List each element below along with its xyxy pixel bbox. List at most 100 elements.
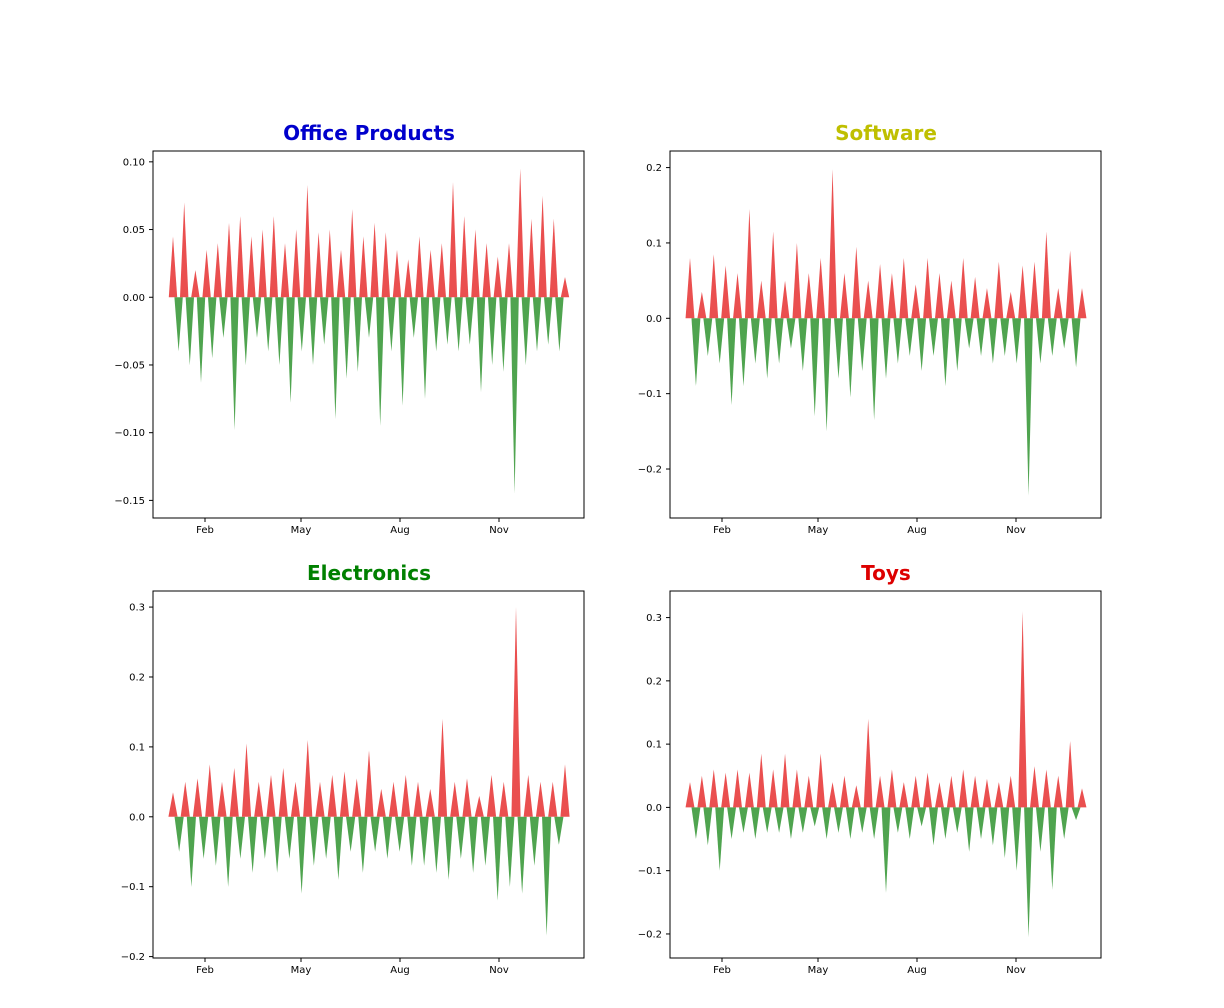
positive-area-spike xyxy=(425,788,435,817)
negative-area-spike xyxy=(542,816,552,936)
negative-area-spike xyxy=(845,807,855,840)
positive-area-spike xyxy=(1065,740,1075,808)
positive-area-spike xyxy=(875,264,885,319)
positive-area-spike xyxy=(292,229,301,298)
negative-area-spike xyxy=(199,816,209,859)
negative-area-spike xyxy=(798,318,808,372)
negative-area-spike xyxy=(407,816,417,866)
y-tick-label: −0.10 xyxy=(114,428,145,439)
negative-area-spike xyxy=(431,816,441,873)
positive-area-spike xyxy=(241,743,252,817)
x-axis: Feb May Aug Nov xyxy=(713,958,1026,976)
positive-area-spike xyxy=(828,169,837,319)
negative-area-spike xyxy=(1024,807,1033,938)
positive-area-spike xyxy=(180,202,189,298)
positive-area-spike xyxy=(280,243,290,298)
y-tick-label: 0.00 xyxy=(123,293,145,304)
positive-area-spike xyxy=(254,781,264,817)
positive-area-spike xyxy=(516,168,525,298)
positive-area-spike xyxy=(863,718,873,808)
positive-area-spike xyxy=(202,249,211,298)
negative-area-spike xyxy=(834,807,843,833)
chart-title: Electronics xyxy=(307,561,431,585)
area-series xyxy=(168,168,570,494)
negative-area-spike xyxy=(420,297,430,399)
area-series xyxy=(685,169,1087,496)
positive-area-spike xyxy=(1041,769,1051,808)
negative-area-spike xyxy=(395,816,405,852)
negative-area-spike xyxy=(750,807,760,840)
negative-area-spike xyxy=(346,816,356,852)
negative-area-spike xyxy=(370,816,380,852)
chart-title: Software xyxy=(835,121,937,145)
positive-area-spike xyxy=(460,216,469,298)
y-tick-label: 0.05 xyxy=(123,225,145,236)
negative-area-spike xyxy=(174,816,184,852)
positive-area-spike xyxy=(370,222,379,298)
positive-area-spike xyxy=(303,739,313,817)
x-tick-label: May xyxy=(291,525,312,536)
area-series xyxy=(685,611,1087,938)
negative-area-spike xyxy=(857,807,867,833)
positive-area-spike xyxy=(278,767,288,817)
positive-area-spike xyxy=(426,249,435,298)
positive-area-spike xyxy=(352,778,362,817)
positive-area-spike xyxy=(549,218,558,298)
negative-area-spike xyxy=(964,318,974,349)
positive-area-spike xyxy=(247,236,256,298)
positive-area-spike xyxy=(792,769,802,808)
negative-area-spike xyxy=(456,816,466,859)
positive-area-spike xyxy=(336,249,346,298)
negative-area-spike xyxy=(488,297,497,365)
panel-toys: Toys 0.3 0.2 0.1 0.0 −0.1 −0.2 Feb May Aug No… xyxy=(638,561,1102,976)
negative-area-spike xyxy=(810,807,820,827)
negative-area-spike xyxy=(1071,807,1081,821)
positive-area-spike xyxy=(217,781,227,817)
y-tick-label: 0.3 xyxy=(129,603,145,614)
negative-area-spike xyxy=(1012,318,1022,364)
negative-area-spike xyxy=(964,807,974,852)
negative-area-spike xyxy=(364,297,374,338)
positive-area-spike xyxy=(899,782,909,808)
chart-title: Office Products xyxy=(283,121,455,145)
positive-area-spike xyxy=(1077,788,1087,808)
y-tick-label: −0.05 xyxy=(114,360,145,371)
x-tick-label: Nov xyxy=(1006,525,1026,536)
negative-area-spike xyxy=(544,297,553,345)
positive-area-spike xyxy=(923,772,933,808)
negative-area-spike xyxy=(798,807,808,833)
y-tick-label: 0.1 xyxy=(646,740,662,751)
negative-area-spike xyxy=(952,807,962,833)
negative-area-spike xyxy=(976,807,986,840)
positive-area-spike xyxy=(548,781,558,817)
positive-area-spike xyxy=(851,785,861,808)
positive-area-spike xyxy=(816,753,826,808)
negative-area-spike xyxy=(703,318,713,356)
positive-area-spike xyxy=(290,781,301,817)
positive-area-spike xyxy=(935,782,944,808)
x-tick-label: Feb xyxy=(713,525,731,536)
positive-area-spike xyxy=(504,243,514,298)
negative-area-spike xyxy=(264,297,273,352)
negative-area-spike xyxy=(443,297,452,345)
positive-area-spike xyxy=(887,273,897,319)
positive-area-spike xyxy=(970,775,980,808)
y-tick-label: −0.1 xyxy=(121,882,145,893)
x-tick-label: May xyxy=(808,525,829,536)
positive-area-spike xyxy=(462,778,472,817)
positive-area-spike xyxy=(721,265,731,319)
negative-area-spike xyxy=(241,297,250,365)
negative-area-spike xyxy=(555,297,564,352)
negative-area-spike xyxy=(409,297,418,338)
negative-area-spike xyxy=(940,807,950,840)
positive-area-spike xyxy=(1006,775,1016,808)
negative-area-spike xyxy=(1071,318,1081,368)
positive-area-spike xyxy=(327,774,337,817)
negative-area-spike xyxy=(532,297,542,352)
positive-area-spike xyxy=(359,236,368,298)
positive-area-spike xyxy=(401,774,411,817)
y-tick-label: 0.10 xyxy=(123,157,145,168)
y-tick-label: −0.2 xyxy=(121,952,145,963)
negative-area-spike xyxy=(881,318,891,379)
negative-area-spike xyxy=(223,816,233,887)
